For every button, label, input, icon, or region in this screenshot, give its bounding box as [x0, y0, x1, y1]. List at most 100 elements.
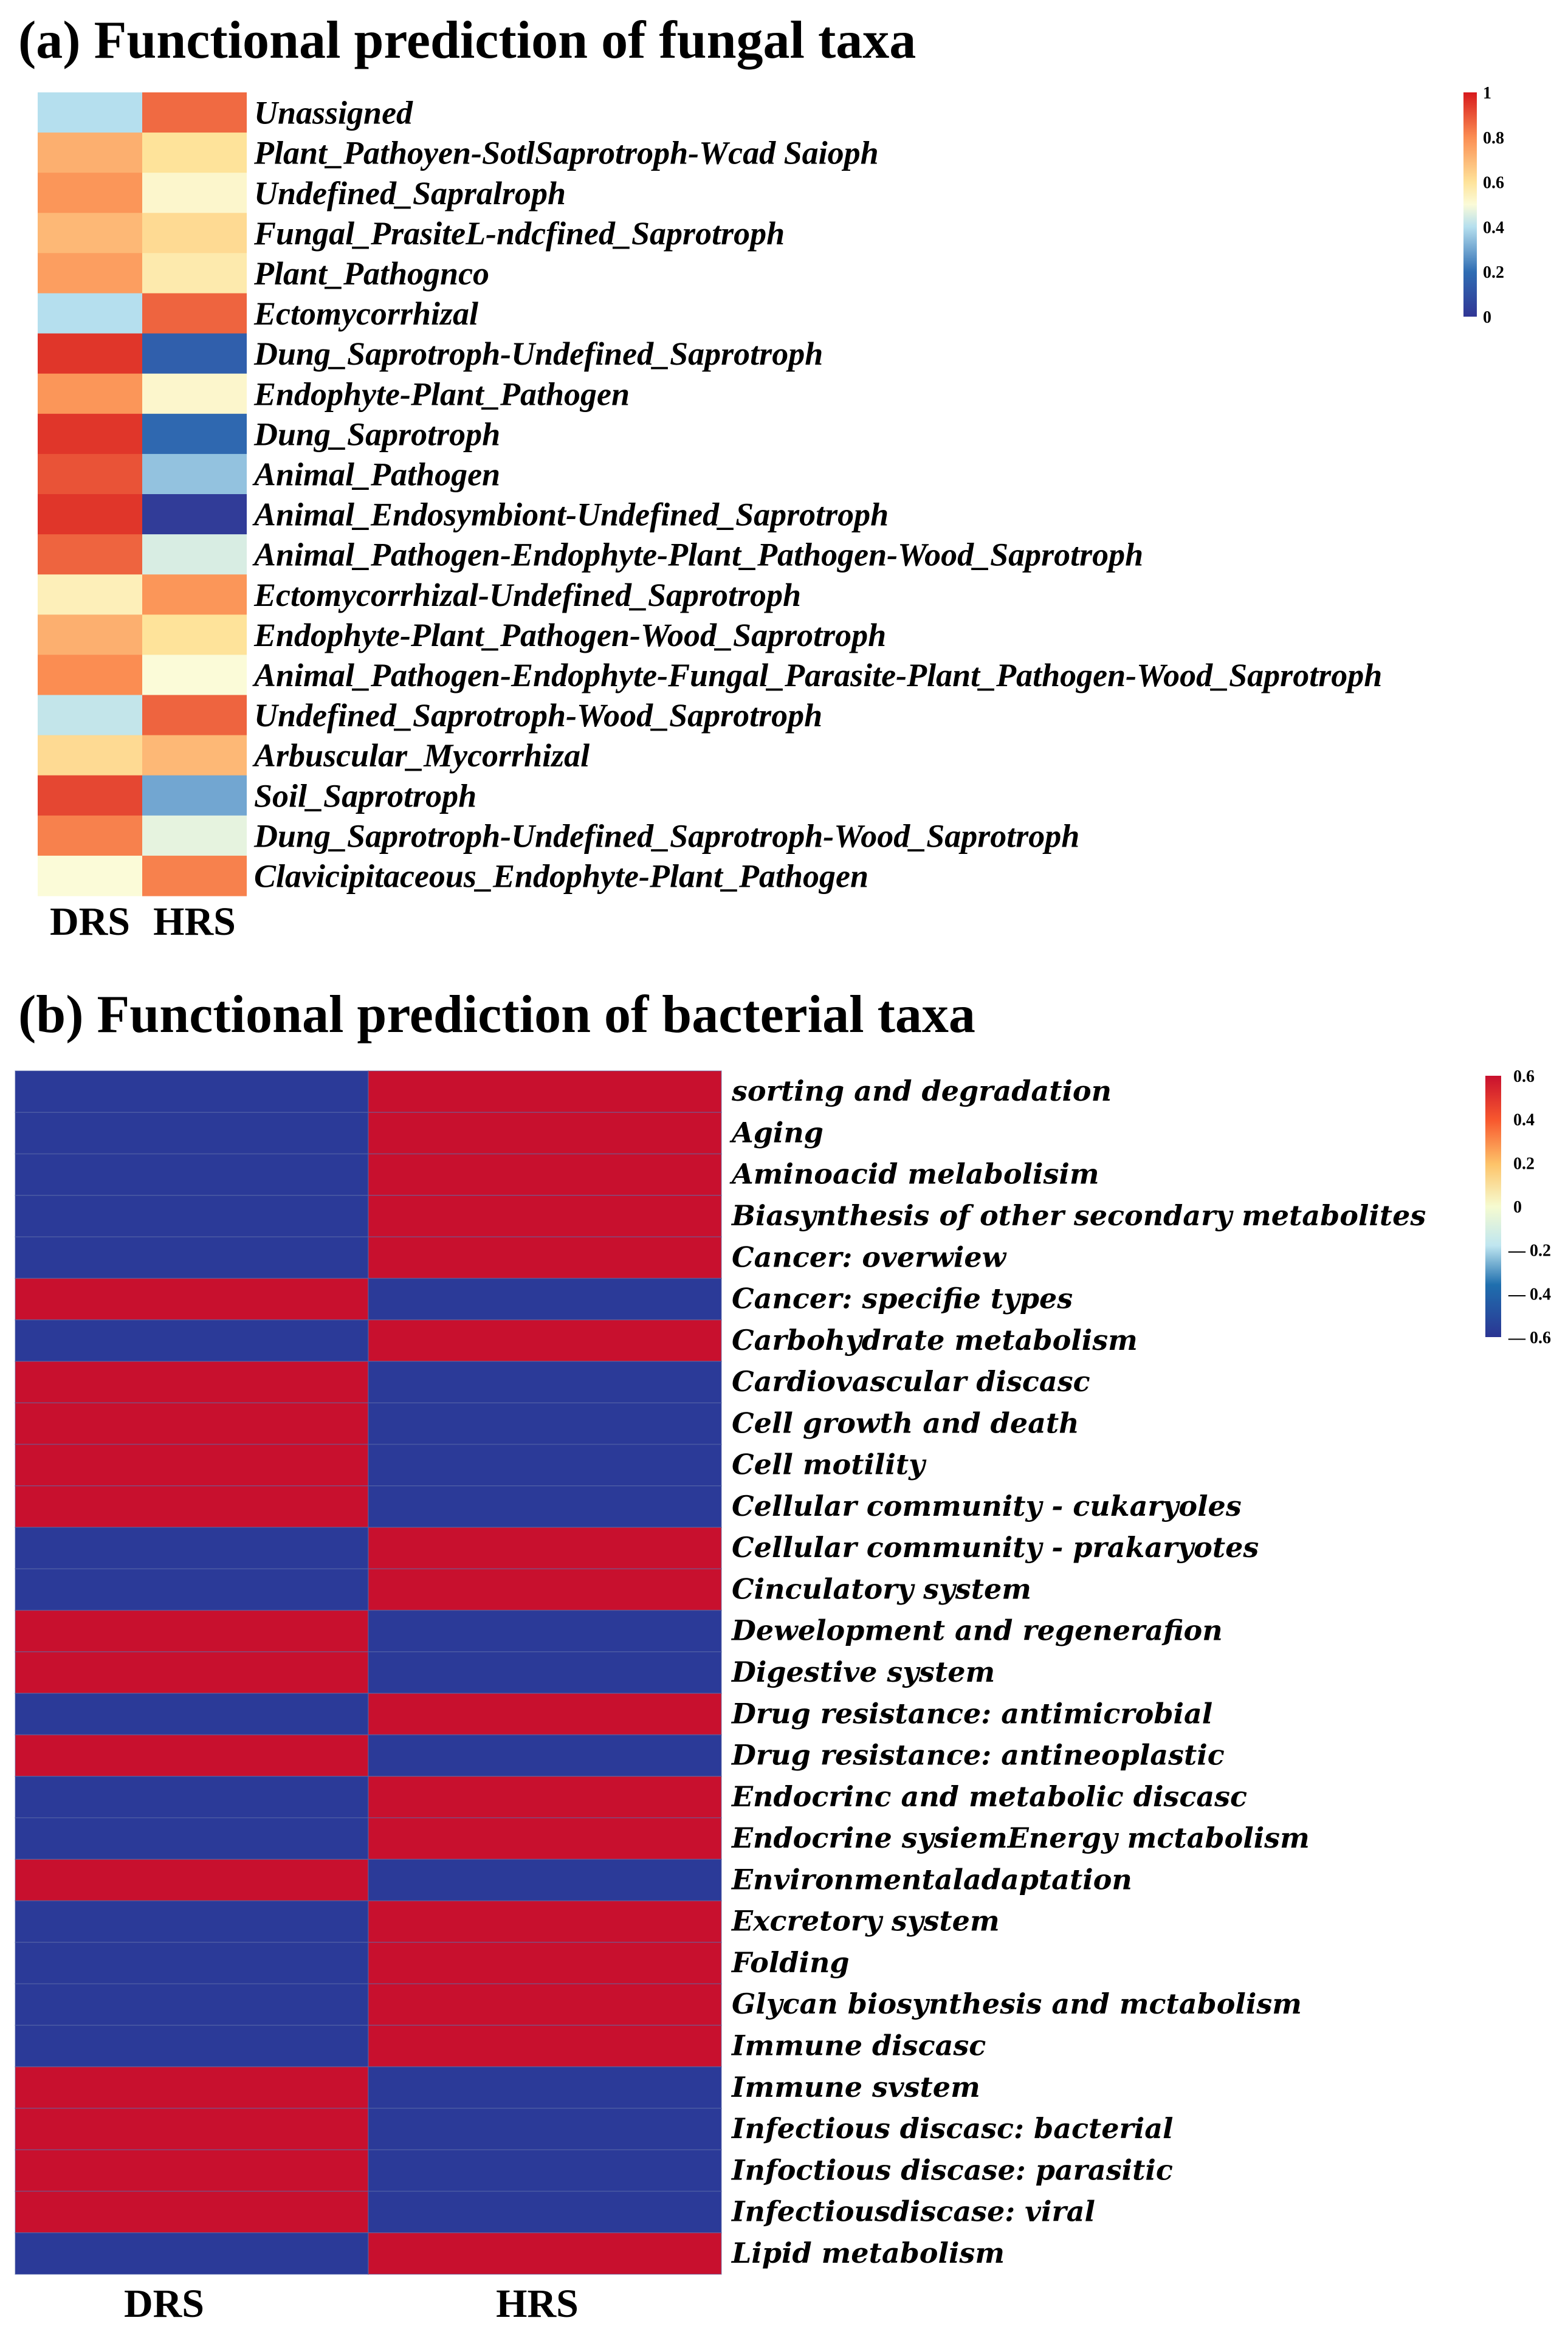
heatmap-cell — [368, 2149, 722, 2192]
heatmap-cell — [15, 2024, 369, 2068]
panel-a-title: (a) Functional prediction of fungal taxa — [18, 11, 916, 70]
row-label: Folding — [731, 1946, 850, 1979]
heatmap-cell — [142, 534, 247, 575]
colorbar-tick-label: 0 — [1513, 1198, 1522, 1217]
heatmap-cell — [15, 1278, 369, 1321]
colorbar-tick-label: 0.4 — [1483, 218, 1504, 237]
column-label: HRS — [153, 900, 236, 944]
colorbar-fungal: 1 0.8 0.6 0.4 0.2 0 — [1463, 84, 1504, 327]
heatmap-cell — [142, 413, 247, 455]
colorbar-bacterial: 0.6 0.4 0.2 0 — 0.2 — 0.4 — 0.6 — [1485, 1067, 1551, 1347]
panel-b-title: (b) Functional prediction of bacterial t… — [18, 985, 975, 1044]
heatmap-cell — [38, 855, 142, 896]
heatmap-cell — [368, 1900, 722, 1943]
heatmap-cell — [368, 2232, 722, 2275]
row-label: Drug resistance: antineoplastic — [731, 1739, 1225, 1772]
heatmap-cell — [15, 1485, 369, 1528]
colorbar-tick-label: 1 — [1483, 84, 1491, 103]
row-label: Digestive system — [731, 1656, 995, 1688]
heatmap-cell — [15, 1527, 369, 1570]
heatmap-cell — [142, 213, 247, 253]
column-label: HRS — [496, 2282, 579, 2326]
row-label: Aminoacid melabolisim — [729, 1158, 1099, 1191]
row-label: Ectomycorrhizal — [253, 295, 478, 332]
row-label: Cinculatory system — [732, 1572, 1031, 1605]
heatmap-cell — [368, 2024, 722, 2068]
colorbar-tick-label: 0.6 — [1483, 174, 1504, 193]
heatmap-cell — [142, 293, 247, 334]
heatmap-cell — [142, 253, 247, 294]
heatmap-cell — [368, 1319, 722, 1362]
row-label: Infectiousdiscase: viral — [731, 2195, 1095, 2228]
heatmap-cell — [368, 1443, 722, 1487]
heatmap-cell — [15, 2108, 369, 2150]
heatmap-cell — [142, 494, 247, 535]
heatmap-cell — [368, 1236, 722, 1279]
heatmap-cell — [368, 1775, 722, 1818]
heatmap-cell — [368, 1153, 722, 1196]
heatmap-cell — [15, 2190, 369, 2234]
heatmap-cell — [15, 1236, 369, 1279]
heatmap-cell — [142, 815, 247, 856]
heatmap-cell — [368, 2066, 722, 2109]
heatmap-cell — [38, 655, 142, 695]
heatmap-cell — [142, 695, 247, 736]
heatmap-cell — [368, 1278, 722, 1321]
colorbar-tick-label: — 0.4 — [1508, 1285, 1551, 1304]
row-label: Drug resistance: antimicrobial — [731, 1697, 1212, 1730]
row-label: Animal_Pathogen-Endophyte-Plant_Pathogen… — [252, 537, 1143, 573]
row-label: Aging — [729, 1116, 824, 1149]
heatmap-cell — [38, 173, 142, 213]
heatmap-cell — [38, 574, 142, 615]
colorbar-tick-label: 0 — [1483, 308, 1491, 327]
row-label: Arbuscular_Mycorrhizal — [252, 737, 590, 774]
row-label: Immune svstem — [731, 2071, 980, 2103]
heatmap-cell — [142, 655, 247, 695]
heatmap-cell — [142, 373, 247, 415]
heatmap-cell — [368, 2108, 722, 2150]
heatmap-cell — [368, 1942, 722, 1984]
heatmap-cell — [15, 1319, 369, 1362]
heatmap-cell — [142, 453, 247, 495]
heatmap-cell — [38, 413, 142, 455]
heatmap-cell — [15, 1361, 369, 1403]
row-label: Cell motility — [732, 1448, 927, 1481]
heatmap-cell — [38, 92, 142, 133]
heatmap-cell — [15, 1734, 369, 1777]
row-label: Cell growth and death — [732, 1406, 1079, 1439]
heatmap-cell — [142, 92, 247, 133]
heatmap-cell — [15, 2232, 369, 2275]
heatmap-cell — [38, 373, 142, 415]
heatmap-cell — [368, 1651, 722, 1694]
row-label: Dung_Saprotroph-Undefined_Saprotroph-Woo… — [253, 817, 1079, 854]
heatmap-cell — [368, 1527, 722, 1570]
heatmap-cell — [142, 574, 247, 615]
heatmap-cell — [368, 1568, 722, 1611]
row-label: Endocrinc and metabolic discasc — [731, 1780, 1247, 1813]
colorbar-tick-label: — 0.6 — [1508, 1329, 1551, 1347]
colorbar-tick-label: 0.4 — [1513, 1111, 1535, 1130]
heatmap-cell — [368, 1693, 722, 1736]
heatmap-cell — [38, 333, 142, 374]
heatmap-cell — [38, 293, 142, 334]
heatmap-cell — [38, 453, 142, 495]
row-label: Soil_Saprotroph — [254, 777, 476, 814]
row-label: Biasynthesis of other secondary metaboli… — [731, 1199, 1426, 1232]
heatmap-cell — [15, 1443, 369, 1487]
row-label: Animal_Pathogen-Endophyte-Fungal_Parasit… — [252, 657, 1382, 693]
heatmap-cell — [15, 2066, 369, 2109]
row-label: Infectious discasc: bacterial — [731, 2112, 1174, 2145]
row-label: Endophyte-Plant_Pathogen-Wood_Saprotroph — [253, 617, 886, 653]
row-label: Animal_Endosymbiont-Undefined_Saprotroph — [252, 497, 889, 533]
row-label: sorting and degradation — [731, 1075, 1112, 1107]
row-label: Environmentaladaptation — [731, 1863, 1132, 1896]
heatmap-cell — [368, 1734, 722, 1777]
row-label: Cancer: overwiew — [732, 1240, 1007, 1273]
heatmap-cell — [15, 1112, 369, 1155]
colorbar-tick-label: 0.2 — [1513, 1154, 1535, 1173]
heatmap-cell — [38, 494, 142, 535]
column-label: DRS — [124, 2282, 204, 2326]
heatmap-cell — [38, 614, 142, 655]
heatmap-cell — [38, 132, 142, 173]
